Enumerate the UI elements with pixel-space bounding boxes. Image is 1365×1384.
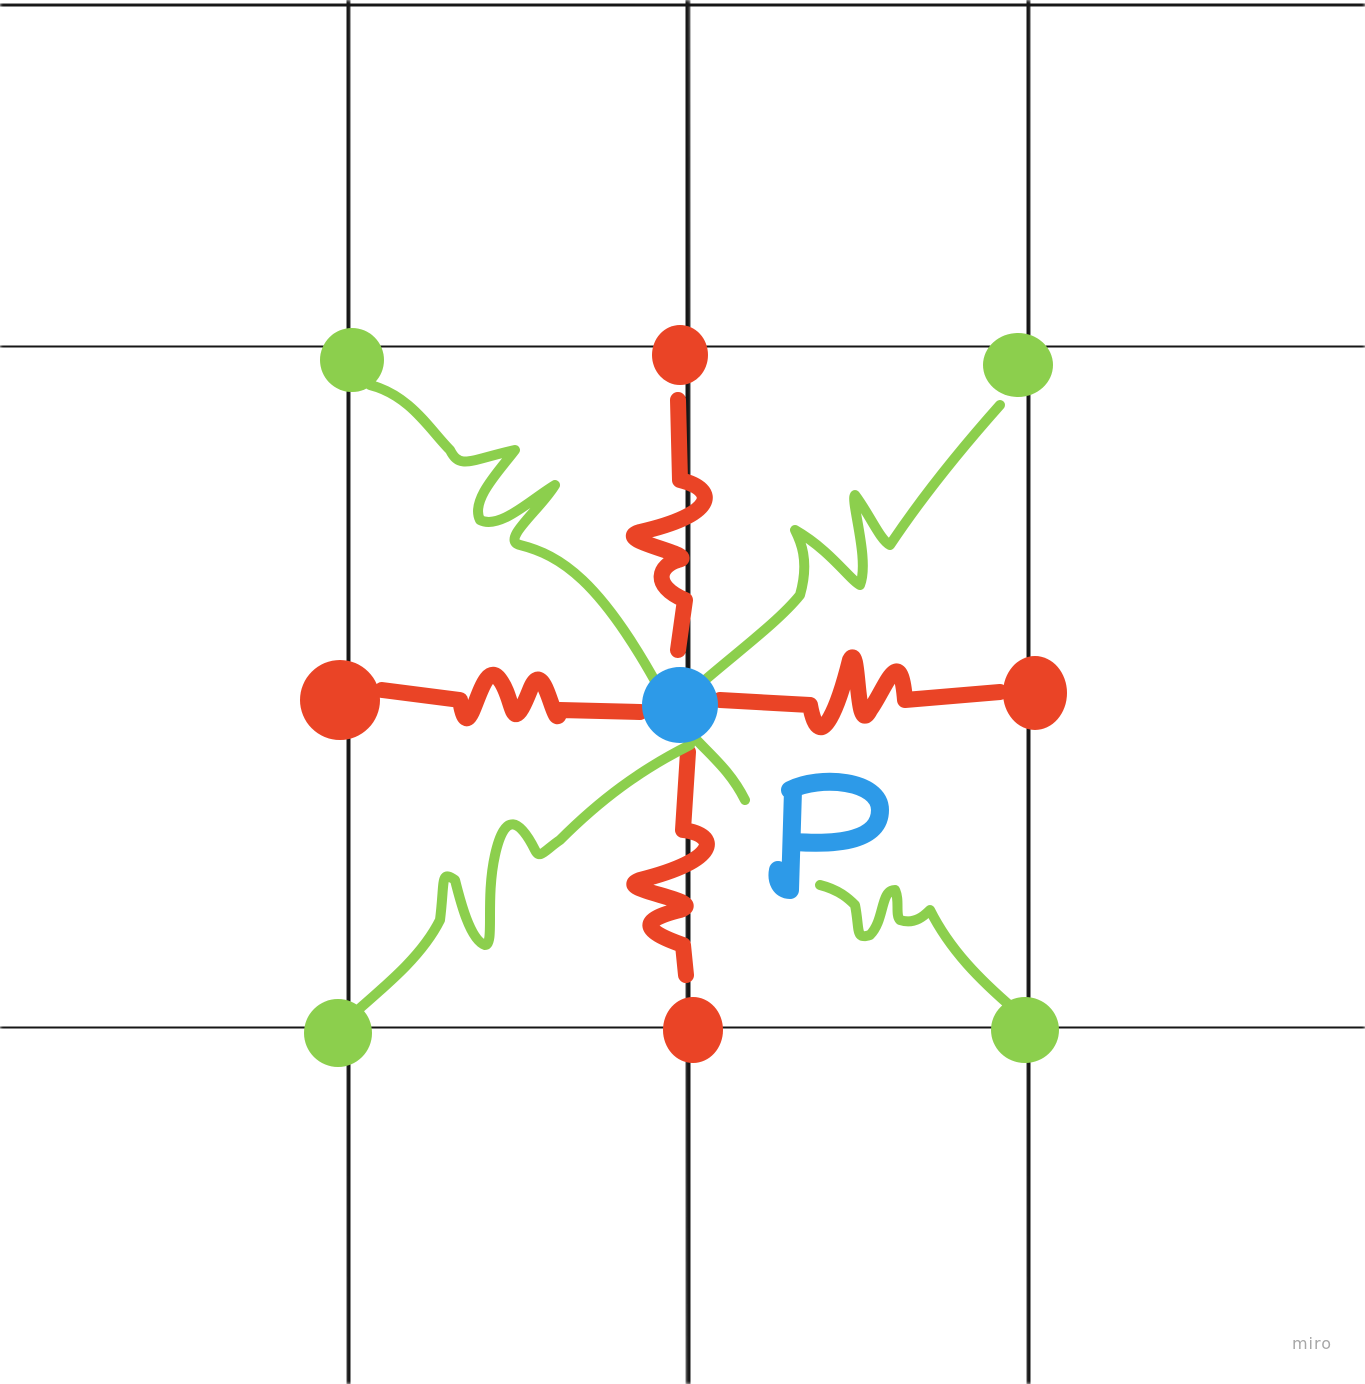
neighbor-nodes — [300, 325, 1067, 1067]
spring-bottom-right-lower — [815, 880, 1020, 1015]
center-label-glyph: P — [768, 772, 889, 899]
spring-right — [712, 649, 1008, 736]
watermark-text: miro — [1291, 1333, 1333, 1353]
miro-watermark: miro — [1280, 1328, 1344, 1358]
spring-left — [374, 666, 648, 727]
label-p-stroke — [768, 772, 889, 899]
center-node — [642, 667, 718, 743]
node-top-left — [320, 328, 384, 392]
spring-top-right — [700, 400, 1005, 685]
spring-bottom — [626, 744, 715, 983]
diagonal-springs — [330, 380, 1020, 1035]
grid-line-horizontal-1 — [0, 0, 1365, 11]
node-left — [300, 660, 380, 740]
node-bottom-right — [991, 997, 1059, 1063]
node-right — [1003, 656, 1067, 730]
node-bottom — [663, 997, 723, 1063]
spring-top-left — [365, 380, 665, 695]
spring-bottom-right — [687, 730, 750, 805]
orthogonal-springs — [374, 392, 1008, 983]
node-bottom-left — [304, 999, 372, 1067]
node-top — [652, 325, 708, 385]
spring-top — [625, 392, 713, 658]
node-top-right — [983, 333, 1053, 397]
spring-bottom-left — [330, 740, 695, 1035]
